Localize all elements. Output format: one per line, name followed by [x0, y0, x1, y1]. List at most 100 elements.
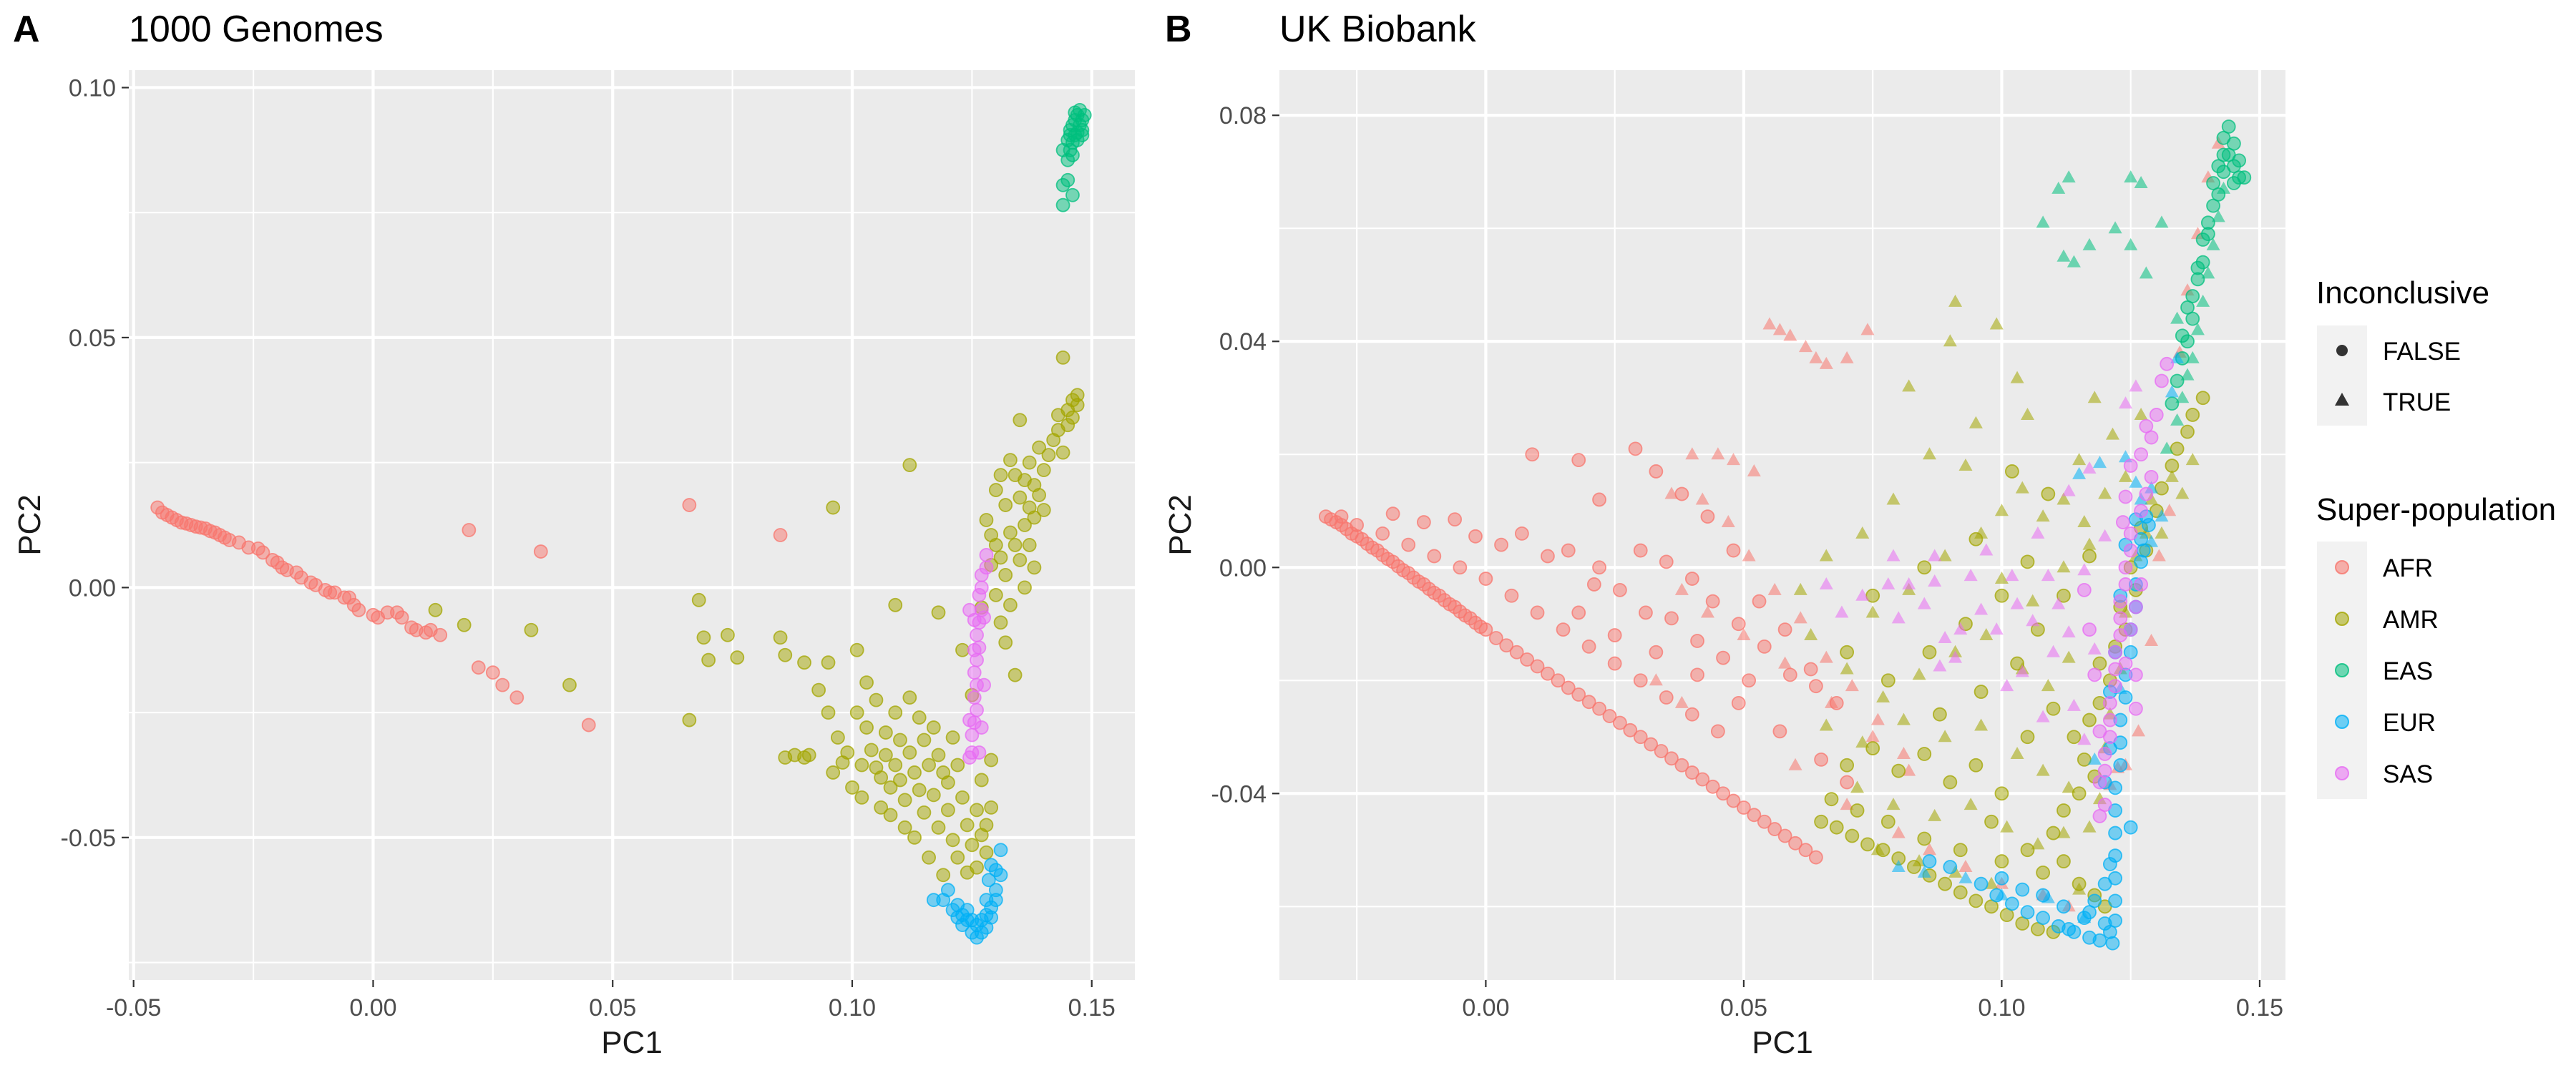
panel-b-point-afr	[1767, 822, 1782, 836]
panel-b-point-afr-triangle	[1695, 492, 1709, 505]
panel-b-point-eur	[2020, 905, 2035, 920]
panel-b-point-amr	[1994, 854, 2009, 868]
panel-b-point-amr	[2057, 588, 2071, 603]
panel-a-point-amr	[993, 550, 1008, 565]
panel-a-x-tick-label: -0.05	[106, 994, 162, 1021]
panel-b-point-amr	[2057, 854, 2071, 868]
panel-b-point-sas	[2087, 667, 2102, 682]
panel-b-y-tick-label: 0.08	[1219, 102, 1267, 129]
panel-b-point-afr	[1607, 628, 1622, 642]
panel-b-point-amr-triangle	[2072, 882, 2087, 895]
panel-a-point-afr	[471, 660, 486, 675]
panel-b-point-afr	[1427, 549, 1442, 564]
legend-label-amr: AMR	[2383, 606, 2439, 634]
panel-b-point-amr-triangle	[2072, 453, 2087, 466]
panel-b-point-sas	[2155, 373, 2169, 388]
panel-a-point-amr	[811, 682, 826, 697]
panel-b-point-eur-triangle	[2165, 385, 2179, 398]
panel-a-point-amr	[893, 773, 907, 788]
panel-b-point-amr	[2067, 730, 2082, 745]
panel-b-point-sas-triangle	[1948, 650, 1963, 663]
panel-b-point-amr	[1814, 814, 1828, 829]
panel-b-point-amr	[1953, 843, 1968, 858]
panel-b-point-amr-triangle	[1922, 447, 1936, 460]
panel-b-point-sas	[2082, 622, 2097, 637]
panel-b-point-afr	[1664, 751, 1679, 766]
panel-b-point-eas-triangle	[2155, 215, 2169, 228]
panel-b-point-afr	[1649, 645, 1664, 660]
panel-b-point-sas-triangle	[1974, 602, 1989, 615]
panel-b-point-eas	[2185, 311, 2200, 326]
panel-b-point-afr	[1509, 645, 1524, 660]
panel-a-point-amr	[936, 868, 951, 883]
panel-b-point-afr	[1607, 656, 1622, 671]
panel-b-point-amr-triangle	[2062, 780, 2076, 793]
panel-a-point-eur	[993, 843, 1008, 858]
panel-b-point-sas-triangle	[2010, 597, 2024, 609]
panel-b-point-afr	[1478, 622, 1493, 637]
panel-a-point-amr	[1003, 525, 1018, 540]
panel-a-point-amr	[922, 850, 937, 865]
panel-a-point-amr	[1008, 538, 1023, 552]
panel-b-point-amr-triangle	[2134, 407, 2148, 420]
panel-a-point-amr	[1036, 503, 1051, 517]
panel-b-point-sas-triangle	[1917, 597, 1931, 609]
panel-b-point-afr-triangle	[1819, 650, 1833, 663]
panel-b-point-afr	[1628, 441, 1643, 456]
panel-b-point-amr	[1984, 814, 1999, 829]
panel-a-point-afr	[485, 665, 500, 680]
panel-a-point-amr	[701, 652, 716, 667]
panel-b-point-afr	[1586, 577, 1601, 592]
panel-a-point-eur	[988, 893, 1003, 908]
panel-a-point-amr	[821, 705, 836, 720]
panel-b-point-amr	[1999, 908, 2014, 923]
panel-b-point-afr-triangle	[1840, 351, 1854, 363]
panel-a-x-tick-label: 0.10	[829, 994, 876, 1021]
panel-a-title: 1000 Genomes	[129, 9, 384, 50]
panel-b-point-eas	[2165, 396, 2180, 411]
panel-b-point-afr-triangle	[1737, 628, 1751, 641]
panel-b-point-afr	[1612, 715, 1627, 730]
panel-b-point-afr-triangle	[1772, 323, 1787, 335]
panel-b-point-amr	[2180, 424, 2195, 439]
panel-b-point-amr	[2004, 464, 2019, 479]
panel-b-point-afr-triangle	[1798, 340, 1813, 353]
panel-b-point-amr-triangle	[1979, 628, 1994, 641]
panel-b-point-afr	[1561, 680, 1576, 695]
panel-b-point-sas	[2097, 763, 2112, 778]
panel-a-point-amr	[721, 627, 735, 642]
panel-a-point-amr	[940, 803, 955, 818]
panel-a-point-eas	[1075, 127, 1090, 142]
panel-b-point-amr-triangle	[1819, 718, 1833, 731]
panel-b-grid	[1279, 70, 2285, 980]
panel-b-point-afr-triangle	[1767, 582, 1782, 595]
panel-b-point-amr	[2092, 656, 2107, 671]
panel-b-point-afr-triangle	[1783, 328, 1797, 341]
panel-b-point-eas	[2216, 165, 2231, 180]
panel-a-point-amr	[979, 513, 994, 527]
panel-b-point-afr	[1840, 775, 1855, 790]
panel-b-point-amr-triangle	[1865, 605, 1880, 618]
panel-b-point-sas	[2108, 679, 2122, 694]
panel-b-point-afr-triangle	[1891, 825, 1906, 838]
panel-b-point-afr	[1530, 605, 1545, 620]
panel-b-point-eur	[2118, 690, 2133, 705]
panel-b-point-amr-triangle	[1912, 854, 1926, 867]
legend-sas-icon	[2335, 766, 2349, 780]
panel-a-point-amr	[988, 483, 1003, 497]
panel-b-point-sas	[2134, 504, 2149, 519]
panel-a-point-amr	[821, 655, 836, 670]
panel-a-y-tick-label: 0.10	[69, 74, 116, 102]
panel-b-point-sas	[2123, 526, 2138, 541]
panel-b-point-sas-triangle	[1953, 622, 1968, 635]
panel-a-y-tick-label: 0.05	[69, 325, 116, 352]
panel-a-point-amr	[955, 642, 970, 657]
panel-a-point-amr	[849, 705, 864, 720]
panel-b-point-eas-triangle	[2124, 237, 2138, 250]
panel-a-point-sas	[974, 580, 989, 595]
panel-b-point-afr-triangle	[1664, 486, 1679, 499]
panel-b-point-afr	[1525, 447, 1540, 462]
panel-b-point-afr	[1705, 594, 1720, 609]
panel-b-point-sas-triangle	[1891, 611, 1906, 624]
panel-b-point-afr	[1644, 737, 1659, 752]
